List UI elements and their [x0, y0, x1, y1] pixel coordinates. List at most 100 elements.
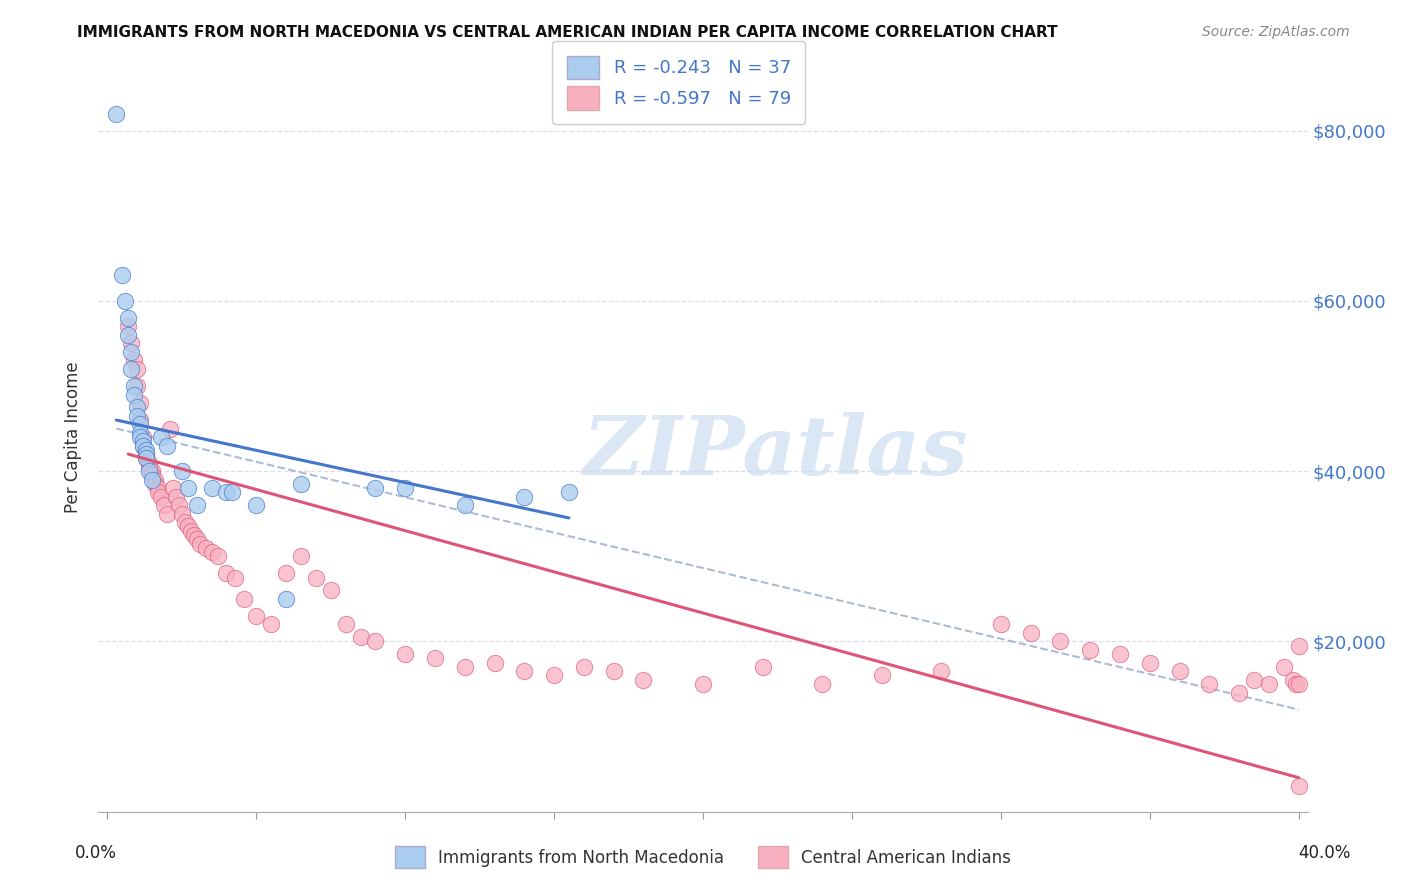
Point	[364, 481, 387, 495]
Point	[135, 442, 157, 457]
Point	[572, 660, 595, 674]
Point	[120, 336, 142, 351]
Point	[1281, 673, 1303, 687]
Point	[1049, 634, 1071, 648]
Point	[186, 498, 208, 512]
Point	[811, 677, 834, 691]
Point	[1109, 647, 1132, 661]
Point	[138, 459, 160, 474]
Point	[215, 566, 238, 581]
Point	[186, 533, 208, 547]
Point	[245, 498, 267, 512]
Point	[1243, 673, 1265, 687]
Text: 0.0%: 0.0%	[75, 844, 117, 862]
Point	[129, 413, 152, 427]
Point	[543, 668, 565, 682]
Point	[200, 481, 222, 495]
Point	[513, 490, 536, 504]
Point	[132, 439, 155, 453]
Point	[221, 485, 243, 500]
Point	[156, 507, 179, 521]
Point	[194, 541, 217, 555]
Point	[1139, 656, 1161, 670]
Point	[224, 571, 246, 585]
Point	[349, 630, 371, 644]
Point	[167, 498, 190, 512]
Point	[141, 473, 163, 487]
Point	[260, 617, 283, 632]
Text: ZIPatlas: ZIPatlas	[583, 412, 969, 492]
Point	[141, 464, 163, 478]
Point	[135, 447, 157, 461]
Point	[127, 379, 149, 393]
Point	[274, 591, 297, 606]
Point	[122, 387, 145, 401]
Point	[290, 549, 312, 564]
Point	[132, 434, 155, 449]
Point	[245, 608, 267, 623]
Point	[1168, 664, 1191, 679]
Point	[319, 583, 342, 598]
Point	[423, 651, 446, 665]
Point	[183, 528, 205, 542]
Point	[692, 677, 714, 691]
Point	[149, 430, 172, 444]
Point	[159, 421, 181, 435]
Text: IMMIGRANTS FROM NORTH MACEDONIA VS CENTRAL AMERICAN INDIAN PER CAPITA INCOME COR: IMMIGRANTS FROM NORTH MACEDONIA VS CENTR…	[77, 25, 1057, 40]
Point	[149, 490, 172, 504]
Y-axis label: Per Capita Income: Per Capita Income	[65, 361, 83, 513]
Point	[105, 106, 128, 120]
Point	[117, 319, 139, 334]
Point	[122, 353, 145, 368]
Point	[454, 660, 477, 674]
Point	[141, 468, 163, 483]
Point	[180, 524, 202, 538]
Point	[162, 481, 184, 495]
Point	[153, 498, 176, 512]
Point	[454, 498, 477, 512]
Point	[200, 545, 222, 559]
Point	[165, 490, 187, 504]
Point	[127, 409, 149, 423]
Point	[290, 476, 312, 491]
Point	[1227, 685, 1250, 699]
Point	[129, 417, 152, 432]
Point	[170, 464, 193, 478]
Point	[138, 464, 160, 478]
Point	[207, 549, 229, 564]
Point	[1288, 639, 1310, 653]
Point	[146, 485, 169, 500]
Point	[122, 379, 145, 393]
Text: 40.0%: 40.0%	[1298, 844, 1351, 862]
Point	[177, 519, 200, 533]
Point	[129, 396, 152, 410]
Point	[143, 476, 166, 491]
Point	[1078, 643, 1101, 657]
Point	[1288, 677, 1310, 691]
Point	[138, 456, 160, 470]
Point	[117, 310, 139, 325]
Point	[513, 664, 536, 679]
Point	[1019, 626, 1042, 640]
Point	[1257, 677, 1279, 691]
Point	[117, 327, 139, 342]
Point	[135, 447, 157, 461]
Point	[602, 664, 624, 679]
Point	[215, 485, 238, 500]
Point	[394, 481, 416, 495]
Point	[135, 451, 157, 466]
Point	[127, 362, 149, 376]
Point	[120, 345, 142, 359]
Point	[633, 673, 655, 687]
Point	[132, 430, 155, 444]
Point	[1285, 677, 1308, 691]
Point	[120, 362, 142, 376]
Point	[129, 425, 152, 440]
Point	[233, 591, 256, 606]
Point	[558, 485, 581, 500]
Point	[143, 473, 166, 487]
Legend: Immigrants from North Macedonia, Central American Indians: Immigrants from North Macedonia, Central…	[388, 840, 1018, 874]
Point	[929, 664, 952, 679]
Point	[129, 430, 152, 444]
Point	[751, 660, 773, 674]
